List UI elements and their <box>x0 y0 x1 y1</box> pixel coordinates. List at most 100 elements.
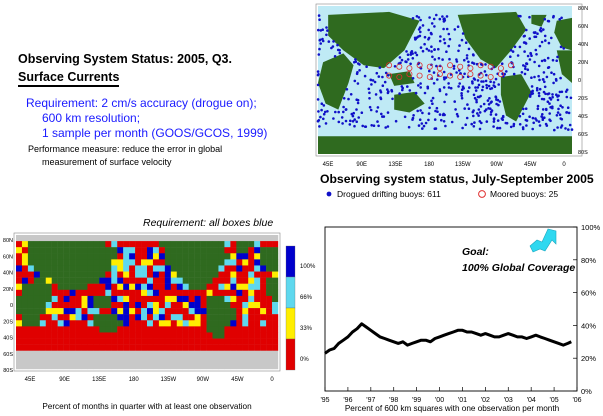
heatmap-cell <box>260 362 267 370</box>
heatmap-x-tick: 135W <box>160 377 176 383</box>
heatmap-cell <box>158 289 166 297</box>
performance-line-1: Performance measure: reduce the error in… <box>28 144 223 154</box>
drifter-point <box>440 118 443 122</box>
heatmap-cell <box>93 356 100 364</box>
drifter-point <box>492 120 496 123</box>
heatmap-cell <box>69 338 76 345</box>
heatmap-cell <box>170 320 177 327</box>
heatmap-cell <box>141 253 148 260</box>
heatmap-cell <box>147 326 154 333</box>
heatmap-cell <box>69 271 76 278</box>
heatmap-cell <box>75 247 82 254</box>
heatmap-cell <box>164 259 172 266</box>
buoy-map-x-tick: 180 <box>424 162 435 168</box>
heatmap-cell <box>129 314 136 321</box>
heatmap-cell <box>230 362 237 370</box>
drifter-point <box>480 62 483 66</box>
heatmap-cell <box>194 338 201 345</box>
drifter-point <box>445 27 449 31</box>
drifter-point <box>562 47 565 50</box>
heatmap-cell <box>266 350 273 358</box>
line-chart-x-tick: '97 <box>366 397 375 404</box>
moored-point <box>426 74 433 81</box>
heatmap-cell <box>105 314 112 321</box>
heatmap-cell <box>260 350 267 358</box>
heatmap-cell <box>164 289 172 297</box>
drifter-point <box>448 37 452 41</box>
heatmap-cell <box>236 350 243 358</box>
heatmap-cell <box>69 259 76 266</box>
moored-point <box>386 72 393 79</box>
heatmap-cell <box>170 241 177 248</box>
heatmap-cell <box>87 350 94 358</box>
heatmap-cell <box>27 271 35 278</box>
drifter-point <box>496 126 500 130</box>
drifter-point <box>404 60 407 63</box>
heatmap-cell <box>135 356 142 364</box>
heatmap-cell <box>218 253 225 260</box>
heatmap-cell <box>16 356 23 364</box>
drifter-point <box>455 112 459 116</box>
heatmap-cell <box>123 350 130 358</box>
heatmap-cell <box>206 265 213 272</box>
drifter-point <box>423 91 427 95</box>
heatmap-cell <box>188 271 195 278</box>
heatmap-cell <box>218 320 225 327</box>
heatmap-cell <box>254 253 261 260</box>
heatmap-cell <box>242 308 249 315</box>
heatmap-cell <box>81 308 88 315</box>
line-chart-x-tick: '96 <box>343 397 352 404</box>
drifter-point <box>322 104 326 107</box>
heatmap-cell <box>39 259 46 266</box>
heatmap-cell <box>164 338 172 345</box>
heatmap-cell <box>230 289 237 297</box>
heatmap-cell <box>87 332 94 339</box>
heatmap-cell <box>194 283 201 291</box>
heatmap-cell <box>188 338 195 345</box>
heatmap-cell <box>45 326 52 333</box>
heatmap-cell <box>75 314 82 321</box>
heatmap-cell <box>147 241 154 248</box>
heatmap-cell <box>194 332 201 339</box>
drifter-point <box>358 69 361 72</box>
heatmap-cell <box>176 271 183 278</box>
drifter-point <box>401 88 404 92</box>
heatmap-cell <box>129 338 136 345</box>
heatmap-cell <box>272 283 279 291</box>
drifter-point <box>416 109 420 113</box>
drifter-point <box>513 45 517 49</box>
drifter-point <box>503 72 506 76</box>
drifter-point <box>457 85 460 88</box>
drifter-point <box>463 107 467 110</box>
heatmap-cell <box>111 259 118 266</box>
heatmap-cell <box>272 356 279 364</box>
heatmap-cell <box>170 289 177 297</box>
heatmap-cell <box>129 265 136 272</box>
heatmap-cell <box>135 308 142 315</box>
drifter-point <box>509 49 513 52</box>
drifter-point <box>399 61 402 65</box>
drifter-point <box>556 95 559 98</box>
buoy-map-moored <box>386 62 514 81</box>
heatmap-cell <box>188 265 195 272</box>
drifter-point <box>565 95 569 99</box>
drifter-point <box>400 58 404 62</box>
drifter-point <box>386 125 390 128</box>
heatmap-cell <box>188 283 195 291</box>
drifter-point <box>479 105 483 108</box>
heatmap-cell <box>152 344 160 351</box>
heatmap-cell <box>236 314 243 321</box>
drifter-point <box>473 96 477 100</box>
heatmap-cell <box>57 241 64 248</box>
drifter-point <box>413 36 417 40</box>
drifter-point <box>566 106 570 109</box>
line-chart-y-tick: 60% <box>581 289 596 298</box>
heatmap-cell <box>147 259 154 266</box>
heatmap-cell <box>16 247 23 254</box>
heatmap-cell <box>117 326 124 333</box>
heatmap-cell <box>182 271 189 278</box>
heatmap-cell <box>170 332 177 339</box>
drifter-point <box>544 39 547 42</box>
drifter-point <box>379 90 383 94</box>
heatmap-cell <box>123 241 130 248</box>
